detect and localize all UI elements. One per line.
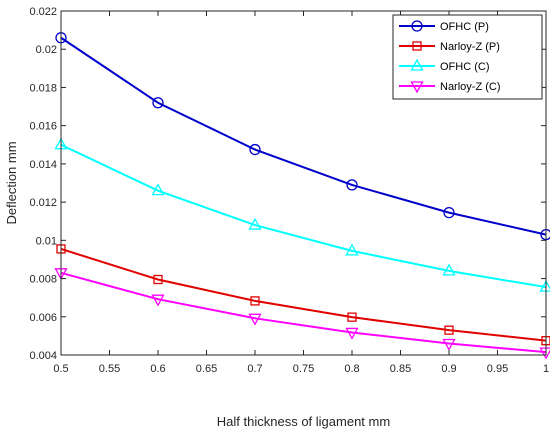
- legend-marker: [410, 58, 424, 71]
- series-line: [60, 247, 547, 342]
- series-line: [60, 143, 547, 289]
- y-tick-label: 0.018: [29, 82, 57, 94]
- legend-label: OFHC (P): [440, 21, 489, 33]
- x-tick-label: 0.9: [441, 363, 456, 375]
- x-tick-label: 0.95: [487, 363, 508, 375]
- ticks-layer: 0.5 0.55 0.6 0.65 0.7 0.75 0.8 0.85 0.9 0.95 1 0.00…: [29, 6, 549, 375]
- data-point: [442, 263, 456, 276]
- y-tick-label: 0.016: [29, 121, 57, 133]
- data-point: [442, 338, 456, 351]
- y-tick-label: 0.012: [29, 197, 57, 209]
- data-point: [347, 312, 357, 322]
- x-tick-label: 0.55: [99, 363, 120, 375]
- y-tick-label: 0.02: [36, 44, 57, 56]
- y-tick-label: 0.014: [29, 159, 57, 171]
- data-point: [444, 325, 454, 335]
- x-tick-label: 0.75: [293, 363, 314, 375]
- data-point: [151, 294, 165, 307]
- x-axis-title: Half thickness of ligament mm: [217, 414, 390, 429]
- legend-marker: [411, 20, 423, 32]
- x-tick-label: 0.8: [344, 363, 359, 375]
- data-point: [248, 313, 262, 326]
- data-point: [151, 183, 165, 196]
- series-line: [60, 271, 547, 354]
- data-point: [443, 206, 455, 219]
- legend-label: OFHC (C): [440, 61, 490, 73]
- data-point: [153, 274, 163, 285]
- y-tick-label: 0.022: [29, 6, 57, 18]
- data-point: [152, 97, 164, 109]
- data-point: [249, 143, 261, 156]
- legend-label: Narloy-Z (C): [440, 81, 501, 93]
- y-tick-label: 0.006: [29, 312, 57, 324]
- data-point: [250, 296, 260, 306]
- data-point: [345, 243, 359, 256]
- data-point: [345, 327, 359, 340]
- y-axis-title: Deflection mm: [4, 141, 19, 224]
- x-tick-label: 0.5: [53, 363, 68, 375]
- data-point: [248, 217, 262, 230]
- legend-marker: [410, 81, 424, 94]
- y-tick-label: 0.01: [36, 235, 57, 247]
- legend: OFHC (P) Narloy-Z (P) OFHC (C) Narloy-Z (C): [392, 14, 543, 100]
- y-tick-label: 0.008: [29, 274, 57, 286]
- x-tick-label: 1: [543, 363, 549, 375]
- x-tick-label: 0.65: [196, 363, 217, 375]
- legend-label: Narloy-Z (P): [440, 41, 500, 53]
- x-tick-label: 0.7: [247, 363, 262, 375]
- series-line: [60, 36, 547, 236]
- y-tick-label: 0.004: [29, 350, 57, 362]
- x-tick-label: 0.6: [150, 363, 165, 375]
- data-point: [346, 179, 358, 191]
- x-tick-label: 0.85: [390, 363, 411, 375]
- legend-marker: [412, 41, 422, 51]
